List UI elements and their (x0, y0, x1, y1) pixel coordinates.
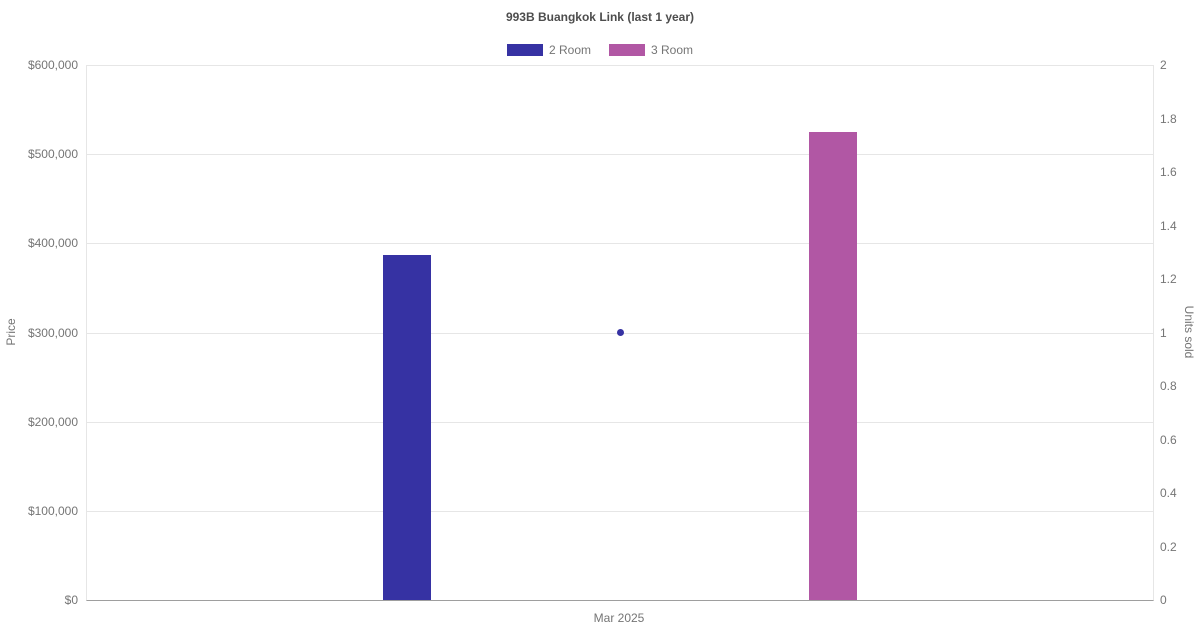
right-axis-tick-label: 2 (1160, 58, 1167, 72)
gridline (87, 421, 1153, 423)
point-2-room-units-sold (616, 329, 624, 336)
right-axis-tick-label: 1 (1160, 325, 1167, 340)
right-axis-tick-label: 1.4 (1160, 218, 1177, 233)
chart-legend: 2 Room 3 Room (0, 43, 1200, 57)
x-axis-tick-label: Mar 2025 (593, 611, 645, 625)
gridline (87, 510, 1153, 512)
gridline (87, 65, 1153, 66)
right-axis-tick-label: 0.2 (1160, 539, 1177, 554)
left-axis-tick-label: $200,000 (27, 414, 78, 429)
right-axis-tick-label: 0.6 (1160, 432, 1177, 447)
left-axis-tick-label: $100,000 (27, 503, 78, 518)
left-axis-tick-label: $400,000 (27, 236, 78, 251)
legend-label: 3 Room (651, 43, 694, 57)
legend-item-2-room: 2 Room (506, 43, 591, 57)
right-axis-tick-label: 0 (1160, 593, 1167, 607)
gridline (87, 154, 1153, 156)
legend-item-3-room: 3 Room (609, 43, 693, 57)
right-axis-tick-label: 0.8 (1160, 379, 1177, 393)
chart-title: 993B Buangkok Link (last 1 year) (505, 10, 695, 24)
legend-swatch-3-room (609, 44, 645, 56)
bar-3-room (809, 131, 858, 600)
right-axis-tick-label: 1.2 (1160, 272, 1177, 286)
right-axis-tick-label: 1.8 (1160, 111, 1177, 126)
right-axis-tick-label: 1.6 (1160, 165, 1177, 179)
legend-label: 2 Room (548, 43, 591, 57)
gridline (87, 243, 1153, 245)
right-axis-tick-label: 0.4 (1160, 486, 1177, 500)
left-axis-tick-label: $600,000 (27, 58, 78, 72)
left-axis-tick-label: $300,000 (27, 325, 78, 340)
bar-2-room (382, 254, 431, 600)
left-axis-tick-label: $0 (64, 593, 78, 607)
left-axis-tick-label: $500,000 (27, 147, 78, 162)
right-axis-title: Units sold (1182, 305, 1196, 359)
legend-swatch-2-room (506, 44, 543, 56)
plot-area (86, 65, 1154, 601)
